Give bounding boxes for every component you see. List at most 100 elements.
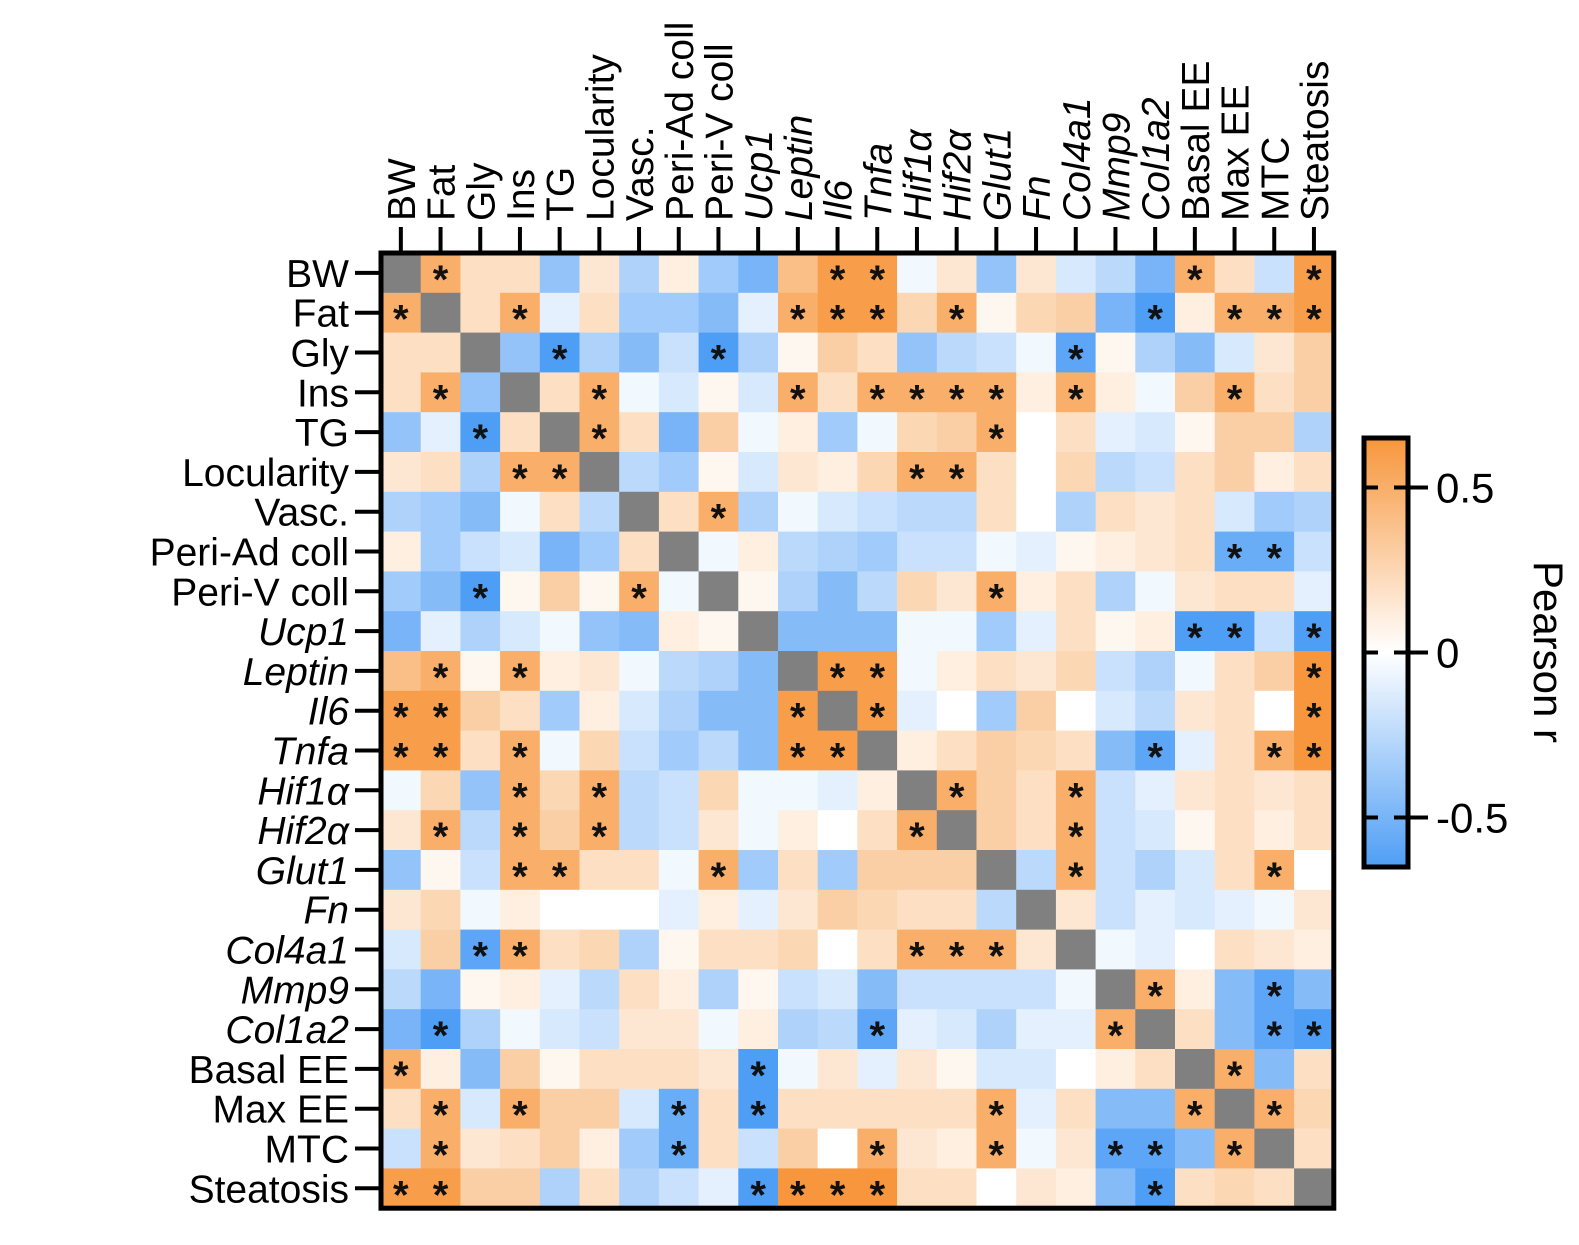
heatmap-cell-tg-max-ee <box>1214 412 1255 453</box>
heatmap-cell-bw-ucp1 <box>738 253 779 294</box>
heatmap-cell-il6-locularity <box>579 690 620 732</box>
heatmap-cell-locularity-vasc <box>619 452 660 493</box>
heatmap-cell-hif2alpha-max-ee <box>1214 810 1255 851</box>
heatmap-cell-tg-il6 <box>817 412 858 453</box>
heatmap-cell-col1a2-leptin <box>778 1009 819 1050</box>
heatmap-cell-peri-v-coll-mtc <box>1254 571 1295 612</box>
heatmap-cell-locularity-glut1 <box>976 452 1017 493</box>
heatmap-cell-basal-ee-gly <box>460 1049 501 1090</box>
heatmap-cell-bw-col1a2 <box>1135 253 1176 294</box>
heatmap-cell-mmp9-basal-ee <box>1175 969 1216 1010</box>
heatmap-cell-glut1-ucp1 <box>738 850 779 891</box>
heatmap-cell-peri-ad-coll-fn <box>1016 531 1057 572</box>
heatmap-cell-max-ee-peri-ad-coll <box>658 1088 700 1130</box>
heatmap-cell-mtc-mtc <box>1254 1128 1295 1169</box>
heatmap-cell-leptin-peri-v-coll <box>698 651 739 692</box>
heatmap-cell-ins-max-ee <box>1214 372 1255 413</box>
col-label-ucp1: Ucp1 <box>738 130 781 221</box>
heatmap-cell-mmp9-il6 <box>817 969 858 1010</box>
heatmap-cell-vasc-tnfa <box>857 491 898 533</box>
heatmap-cell-vasc-col1a2 <box>1135 491 1176 533</box>
heatmap-cell-col1a2-hif1alpha <box>897 1009 938 1050</box>
heatmap-cell-gly-glut1 <box>976 332 1017 373</box>
heatmap-cell-fn-glut1 <box>976 889 1017 931</box>
heatmap-cell-basal-ee-peri-v-coll <box>698 1049 739 1090</box>
row-label-basal-ee: Basal EE <box>189 1049 349 1092</box>
heatmap-cell-max-ee-ucp1 <box>738 1088 779 1130</box>
heatmap-cell-leptin-steatosis <box>1294 651 1335 692</box>
significance-star: * <box>790 736 806 780</box>
heatmap-cell-steatosis-gly <box>460 1168 501 1209</box>
heatmap-cell-peri-v-coll-peri-ad-coll <box>658 571 700 612</box>
heatmap-cell-il6-peri-v-coll <box>698 690 739 732</box>
significance-star: * <box>1266 298 1282 342</box>
heatmap-cell-mmp9-locularity <box>579 969 620 1010</box>
heatmap-cell-steatosis-fn <box>1016 1168 1057 1209</box>
significance-star: * <box>869 1173 885 1217</box>
heatmap-cell-tg-tg <box>539 412 581 453</box>
heatmap-cell-il6-mmp9 <box>1095 690 1136 732</box>
heatmap-cell-hif2alpha-locularity <box>579 810 620 851</box>
heatmap-cell-col4a1-leptin <box>778 929 819 970</box>
heatmap-cell-max-ee-vasc <box>619 1088 660 1130</box>
row-label-mtc: MTC <box>265 1129 349 1172</box>
heatmap-cell-mmp9-glut1 <box>976 969 1017 1010</box>
significance-star: * <box>711 497 727 541</box>
heatmap-cell-peri-ad-coll-tnfa <box>857 531 898 572</box>
heatmap-cell-mtc-tnfa <box>857 1128 898 1169</box>
heatmap-cell-fat-vasc <box>619 292 660 334</box>
heatmap-cell-ucp1-ucp1 <box>738 611 779 652</box>
heatmap-cell-max-ee-steatosis <box>1294 1088 1335 1130</box>
heatmap-cell-mtc-gly <box>460 1128 501 1169</box>
col-label-ins: Ins <box>500 169 543 221</box>
heatmap-cell-col4a1-hif1alpha <box>897 929 938 970</box>
heatmap-cell-peri-v-coll-ins <box>500 571 541 612</box>
significance-star: * <box>512 1094 528 1138</box>
heatmap-cell-ins-vasc <box>619 372 660 413</box>
heatmap-cell-hif1alpha-mtc <box>1254 770 1295 811</box>
heatmap-cell-steatosis-max-ee <box>1214 1168 1255 1209</box>
heatmap-cell-tnfa-mtc <box>1254 730 1295 771</box>
heatmap-cell-il6-max-ee <box>1214 690 1255 732</box>
heatmap-cell-gly-fat <box>420 332 461 373</box>
heatmap-cell-bw-mmp9 <box>1095 253 1136 294</box>
significance-star: * <box>512 815 528 859</box>
heatmap-cell-fn-bw <box>381 889 422 931</box>
heatmap-cell-ucp1-vasc <box>619 611 660 652</box>
heatmap-cell-gly-gly <box>460 332 501 373</box>
heatmap-cell-mmp9-hif2alpha <box>936 969 978 1010</box>
heatmap-cell-col4a1-col4a1 <box>1055 929 1097 970</box>
heatmap-cell-fat-ins <box>500 292 541 334</box>
heatmap-cell-ucp1-hif2alpha <box>936 611 978 652</box>
heatmap-cell-tg-peri-v-coll <box>698 412 739 453</box>
heatmap-cell-max-ee-glut1 <box>976 1088 1017 1130</box>
heatmap-cell-leptin-tnfa <box>857 651 898 692</box>
heatmap-cell-col4a1-col1a2 <box>1135 929 1176 970</box>
significance-star: * <box>909 377 925 421</box>
heatmap-cell-vasc-steatosis <box>1294 491 1335 533</box>
heatmap-cell-ucp1-mtc <box>1254 611 1295 652</box>
significance-star: * <box>1068 855 1084 899</box>
significance-star: * <box>790 377 806 421</box>
significance-star: * <box>830 1173 846 1217</box>
heatmap-cell-tnfa-hif2alpha <box>936 730 978 771</box>
row-label-leptin: Leptin <box>243 651 349 694</box>
row-label-hif2alpha: Hif2α <box>257 810 350 853</box>
heatmap-cell-hif1alpha-steatosis <box>1294 770 1335 811</box>
heatmap-cell-max-ee-gly <box>460 1088 501 1130</box>
heatmap-cell-tg-peri-ad-coll <box>658 412 700 453</box>
heatmap-cell-col1a2-max-ee <box>1214 1009 1255 1050</box>
heatmap-cell-peri-v-coll-tnfa <box>857 571 898 612</box>
significance-star: * <box>1266 537 1282 581</box>
colorbar-ticks: 0.5 0 -0.5 <box>1362 465 1508 842</box>
row-label-fat: Fat <box>293 293 350 336</box>
heatmap-cell-col4a1-vasc <box>619 929 660 970</box>
heatmap-cell-col4a1-mtc <box>1254 929 1295 970</box>
row-label-peri-v-coll: Peri-V coll <box>171 571 349 614</box>
heatmap-cell-gly-leptin <box>778 332 819 373</box>
col-label-tg: TG <box>540 167 583 221</box>
significance-star: * <box>433 815 449 859</box>
heatmap-cell-locularity-hif2alpha <box>936 452 978 493</box>
heatmap-cell-vasc-locularity <box>579 491 620 533</box>
significance-star: * <box>433 1014 449 1058</box>
